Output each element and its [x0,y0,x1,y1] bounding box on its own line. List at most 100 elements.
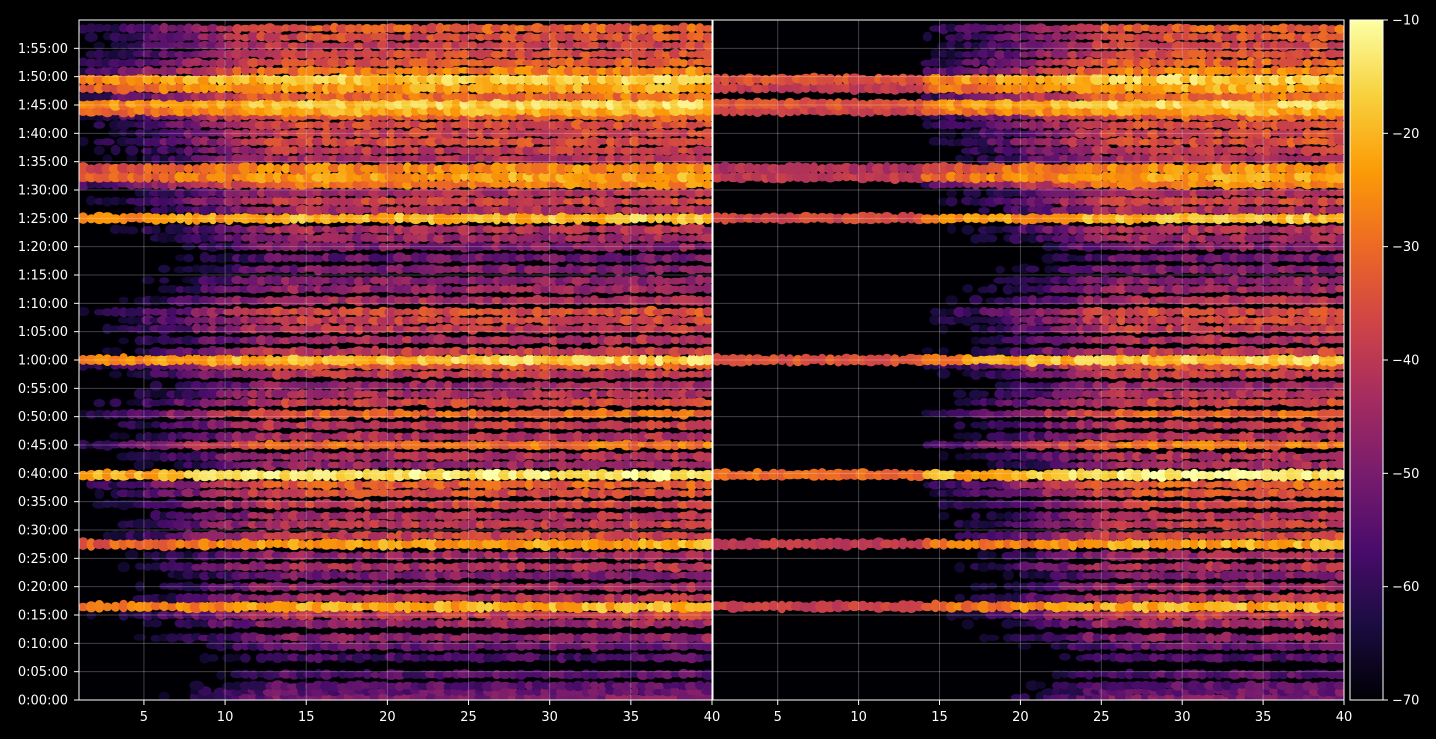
heatmap-cell [434,521,446,530]
heatmap-cell [224,431,235,443]
heatmap-cell [376,531,390,540]
heatmap-cell [248,451,259,461]
heatmap-cell [702,164,712,173]
heatmap-cell [522,519,537,530]
heatmap-cell [700,609,712,620]
heatmap-cell [361,551,373,559]
heatmap-cell [581,551,591,561]
heatmap-cell [523,540,536,550]
heatmap-cell [467,509,478,521]
heatmap-cell [492,641,502,652]
heatmap-cell [271,652,285,663]
heatmap-cell [191,408,203,420]
heatmap-cell [295,681,309,692]
heatmap-cell [702,399,712,407]
heatmap-cell [207,419,219,430]
heatmap-cell [328,632,341,643]
heatmap-cell [532,452,543,461]
heatmap-cell [522,652,537,663]
heatmap-cell [702,452,712,462]
heatmap-cell [410,569,422,580]
heatmap-cell [474,531,487,541]
heatmap-cell [296,654,308,662]
heatmap-cell [524,611,535,619]
heatmap-cell [661,431,674,441]
heatmap-cell [508,469,519,481]
heatmap-cell [141,422,155,429]
heatmap-cell [289,570,299,581]
heatmap-cell [539,551,552,560]
heatmap-cell [507,460,520,471]
heatmap-cell [540,531,551,541]
heatmap-cell [223,512,235,520]
heatmap-cell [255,680,268,691]
heatmap-cell [378,582,389,591]
heatmap-cell [158,388,171,399]
heatmap-cell [588,669,600,680]
heatmap-cell [549,600,559,613]
heatmap-cell [508,530,518,541]
heatmap-cell [206,633,220,644]
heatmap-cell [686,581,697,593]
heatmap-cell [401,432,415,441]
heatmap-cell [605,642,617,651]
heatmap-cell [418,653,430,662]
heatmap-cell [630,390,640,399]
heatmap-cell [183,512,194,520]
heatmap-cell [538,488,553,498]
heatmap-cell [94,600,105,613]
heatmap-cell [702,459,712,469]
heatmap-cell [662,601,673,613]
heatmap-cell [296,470,309,481]
heatmap-cell [524,583,535,590]
heatmap-cell [595,520,610,530]
heatmap-cell [524,433,535,441]
heatmap-cell [662,641,673,651]
heatmap-cell [451,642,462,651]
heatmap-cell [206,410,220,418]
heatmap-cell [280,530,292,541]
heatmap-cell [637,518,649,529]
heatmap-cell [362,468,372,480]
heatmap-cell [370,671,380,679]
heatmap-cell [230,451,244,461]
heatmap-cell [557,389,567,400]
heatmap-cell [353,500,365,508]
heatmap-cell [629,550,641,560]
heatmap-cell [701,532,712,540]
heatmap-cell [272,510,283,521]
heatmap-cell [662,408,673,418]
heatmap-cell [394,652,406,664]
heatmap-cell [491,530,503,541]
heatmap-cell [670,410,681,419]
heatmap-cell [408,468,424,480]
heatmap-cell [685,499,698,509]
heatmap-cell [345,618,357,629]
heatmap-cell [443,487,454,498]
heatmap-cell [393,469,406,482]
heatmap-cell [425,594,439,603]
heatmap-cell [581,397,592,408]
heatmap-cell [338,459,348,470]
heatmap-cell [677,469,690,481]
heatmap-cell [516,680,527,691]
heatmap-cell [118,296,129,304]
heatmap-cell [433,488,447,498]
heatmap-cell [474,431,487,442]
heatmap-cell [539,510,552,521]
heatmap-cell [135,562,145,571]
heatmap-cell [393,511,406,522]
heatmap-cell [426,408,438,419]
heatmap-cell [255,397,269,408]
heatmap-cell [450,549,463,560]
heatmap-cell [451,610,461,619]
heatmap-cell [467,307,478,316]
heatmap-cell [224,489,234,498]
heatmap-cell [327,641,342,652]
heatmap-cell [508,582,519,593]
heatmap-cell [223,532,236,540]
heatmap-cell [329,481,340,489]
heatmap-cell [703,563,712,570]
heatmap-cell [499,550,511,561]
heatmap-cell [214,479,228,488]
